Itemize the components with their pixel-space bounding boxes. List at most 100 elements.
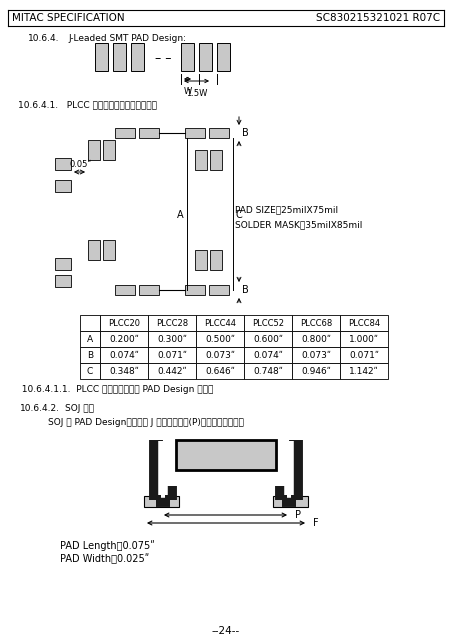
Bar bbox=[196, 347, 244, 363]
Bar bbox=[244, 347, 291, 363]
Bar bbox=[55, 275, 71, 287]
Bar bbox=[147, 363, 196, 379]
Text: 0.300ʺ: 0.300ʺ bbox=[156, 335, 187, 344]
Bar bbox=[147, 315, 196, 331]
Bar bbox=[115, 285, 135, 295]
Bar bbox=[147, 347, 196, 363]
Text: 0.600ʺ: 0.600ʺ bbox=[253, 335, 282, 344]
Text: MITAC SPECIFICATION: MITAC SPECIFICATION bbox=[12, 13, 124, 23]
Text: 10.6.4.2.: 10.6.4.2. bbox=[20, 404, 60, 413]
Bar bbox=[208, 128, 229, 138]
Text: 0.071ʺ: 0.071ʺ bbox=[156, 351, 187, 360]
Bar bbox=[196, 315, 244, 331]
Text: 0.05ʺ: 0.05ʺ bbox=[70, 160, 92, 169]
Bar bbox=[244, 331, 291, 347]
Bar bbox=[103, 240, 115, 260]
Bar bbox=[210, 250, 221, 270]
Text: PLCC68: PLCC68 bbox=[299, 319, 331, 328]
Text: --24--: --24-- bbox=[212, 626, 239, 636]
Bar bbox=[339, 363, 387, 379]
Text: A: A bbox=[87, 335, 93, 344]
Bar bbox=[103, 140, 115, 160]
Text: PLCC84: PLCC84 bbox=[347, 319, 379, 328]
Bar bbox=[291, 331, 339, 347]
Text: 0.071ʺ: 0.071ʺ bbox=[348, 351, 378, 360]
Bar bbox=[272, 496, 307, 507]
Text: A: A bbox=[177, 210, 184, 220]
Text: W: W bbox=[183, 87, 191, 96]
Text: PAD Width＝0.025ʺ: PAD Width＝0.025ʺ bbox=[60, 553, 149, 564]
Bar bbox=[184, 285, 205, 295]
Bar bbox=[339, 315, 387, 331]
Bar bbox=[55, 180, 71, 192]
Bar bbox=[291, 363, 339, 379]
Text: B: B bbox=[241, 285, 248, 295]
Bar bbox=[291, 347, 339, 363]
Text: PLCC44: PLCC44 bbox=[203, 319, 235, 328]
Bar bbox=[339, 347, 387, 363]
Text: 0.800ʺ: 0.800ʺ bbox=[300, 335, 330, 344]
Bar bbox=[180, 43, 193, 71]
Bar bbox=[144, 496, 179, 507]
Text: 0.348ʺ: 0.348ʺ bbox=[109, 367, 138, 376]
Text: PLCC20: PLCC20 bbox=[108, 319, 140, 328]
Text: SOLDER MASK：35milX85mil: SOLDER MASK：35milX85mil bbox=[235, 221, 362, 230]
Text: 0.074ʺ: 0.074ʺ bbox=[253, 351, 282, 360]
Text: C: C bbox=[87, 367, 93, 376]
Text: 1.000ʺ: 1.000ʺ bbox=[348, 335, 378, 344]
Text: 10.6.4.: 10.6.4. bbox=[28, 34, 60, 43]
Bar bbox=[80, 347, 100, 363]
Bar bbox=[339, 331, 387, 347]
Bar bbox=[198, 43, 212, 71]
Text: PAD Length＝0.075ʺ: PAD Length＝0.075ʺ bbox=[60, 540, 154, 551]
Bar bbox=[244, 363, 291, 379]
Text: 0.442ʺ: 0.442ʺ bbox=[157, 367, 186, 376]
Bar bbox=[196, 363, 244, 379]
Text: 0.500ʺ: 0.500ʺ bbox=[205, 335, 235, 344]
Text: 0.946ʺ: 0.946ʺ bbox=[300, 367, 330, 376]
Text: PLCC28: PLCC28 bbox=[156, 319, 188, 328]
Text: 0.074ʺ: 0.074ʺ bbox=[109, 351, 138, 360]
Bar bbox=[208, 285, 229, 295]
Text: SC830215321021 R07C: SC830215321021 R07C bbox=[315, 13, 439, 23]
Bar bbox=[244, 315, 291, 331]
Text: F: F bbox=[312, 518, 318, 528]
Text: J-Leaded SMT PAD Design:: J-Leaded SMT PAD Design: bbox=[68, 34, 186, 43]
Bar bbox=[147, 331, 196, 347]
Bar bbox=[88, 240, 100, 260]
Text: 1.142ʺ: 1.142ʺ bbox=[348, 367, 378, 376]
Text: B: B bbox=[87, 351, 93, 360]
Text: 0.200ʺ: 0.200ʺ bbox=[109, 335, 138, 344]
Text: 0.073ʺ: 0.073ʺ bbox=[300, 351, 330, 360]
Text: 10.6.4.1.1.  PLCC 於無鱛製程時之 PAD Design 相同。: 10.6.4.1.1. PLCC 於無鱛製程時之 PAD Design 相同。 bbox=[16, 385, 213, 394]
Text: PLCC52: PLCC52 bbox=[252, 319, 283, 328]
Bar bbox=[113, 43, 126, 71]
Bar bbox=[100, 363, 147, 379]
Bar bbox=[194, 250, 207, 270]
Text: B: B bbox=[241, 128, 248, 138]
Bar bbox=[100, 331, 147, 347]
Bar bbox=[55, 158, 71, 170]
Bar bbox=[131, 43, 144, 71]
Bar bbox=[291, 315, 339, 331]
Text: C: C bbox=[235, 210, 242, 220]
Text: 0.073ʺ: 0.073ʺ bbox=[205, 351, 235, 360]
Bar bbox=[80, 315, 100, 331]
Bar bbox=[115, 128, 135, 138]
Bar bbox=[139, 285, 159, 295]
Bar bbox=[139, 128, 159, 138]
Bar bbox=[216, 43, 230, 71]
Text: SOJ 之 PAD Design：以兩排 J 形頂端之距離(P)作為設計之依據。: SOJ 之 PAD Design：以兩排 J 形頂端之距離(P)作為設計之依據。 bbox=[48, 418, 244, 427]
Bar bbox=[88, 140, 100, 160]
Text: 0.646ʺ: 0.646ʺ bbox=[205, 367, 235, 376]
Bar bbox=[175, 440, 276, 470]
Bar bbox=[184, 128, 205, 138]
Text: – –: – – bbox=[154, 52, 171, 65]
Bar bbox=[55, 258, 71, 270]
Bar bbox=[100, 315, 147, 331]
Bar bbox=[80, 331, 100, 347]
Bar bbox=[210, 150, 221, 170]
Text: PAD SIZE：25milX75mil: PAD SIZE：25milX75mil bbox=[235, 205, 337, 214]
Text: SOJ 包裝: SOJ 包裝 bbox=[65, 404, 94, 413]
Text: P: P bbox=[295, 510, 300, 520]
